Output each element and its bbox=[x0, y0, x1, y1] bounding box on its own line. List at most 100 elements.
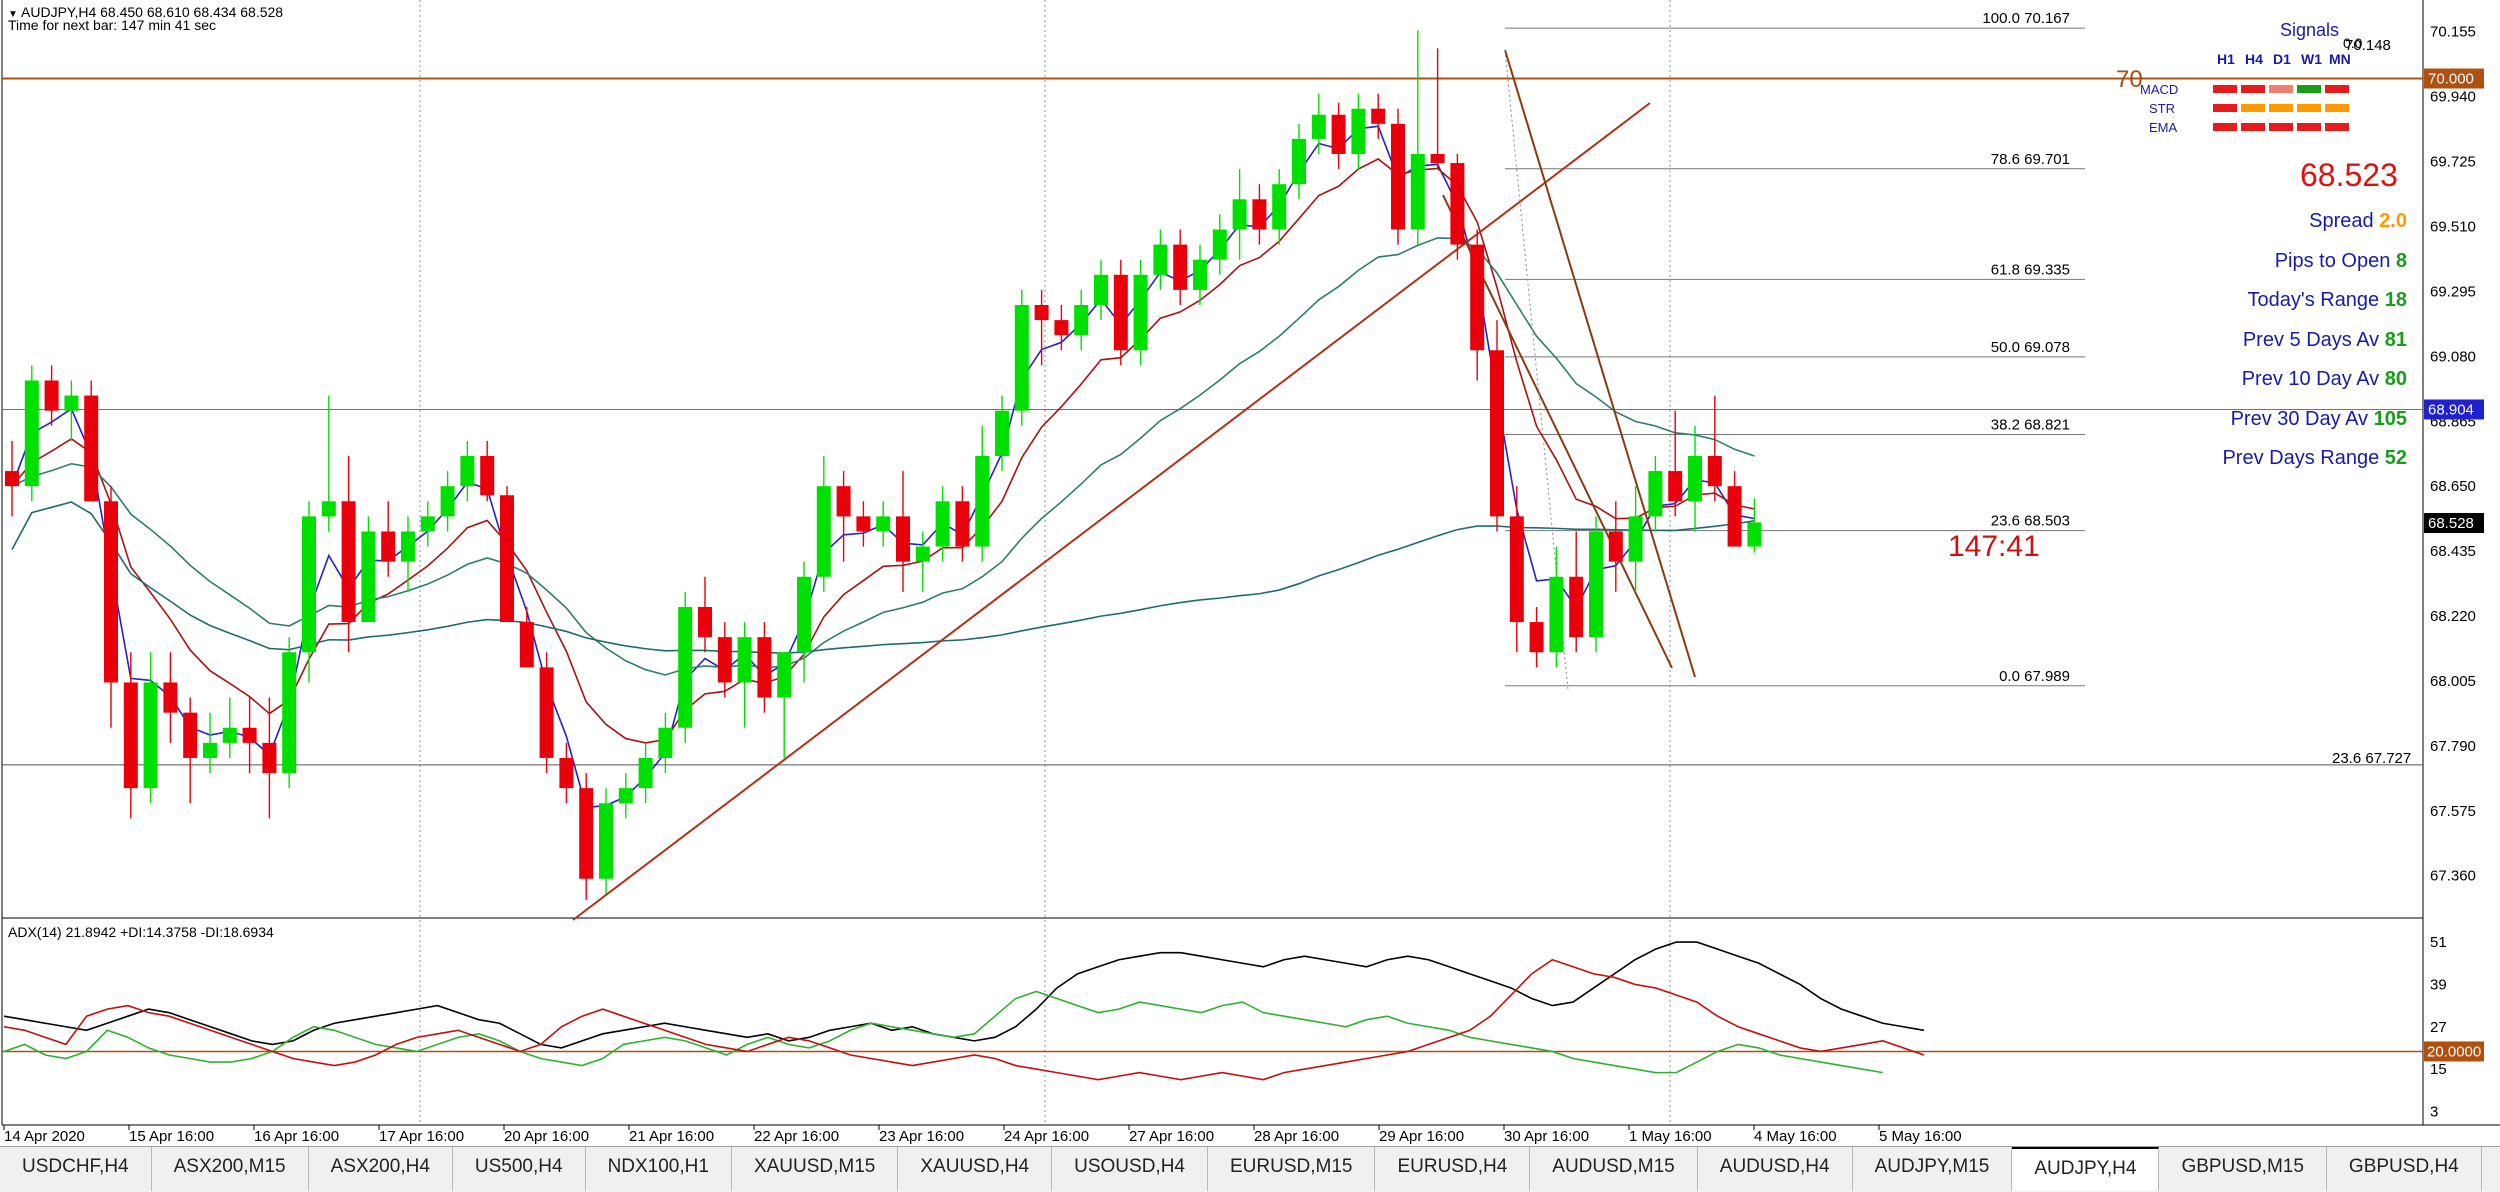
bar-timer-text: Time for next bar: 147 min 41 sec bbox=[8, 17, 217, 33]
tab-audusd-h4[interactable]: AUDUSD,H4 bbox=[1698, 1147, 1853, 1191]
fib-label-0.0: 0.0 67.989 bbox=[1999, 668, 2070, 685]
candle-body bbox=[737, 637, 752, 683]
signal-cell bbox=[2269, 123, 2293, 131]
y-tick-label: 68.650 bbox=[2430, 478, 2476, 495]
adx-tick-label: 51 bbox=[2430, 934, 2447, 951]
signals-tf-H1: H1 bbox=[2217, 51, 2235, 67]
signal-cell bbox=[2241, 85, 2265, 93]
tab-usdchf-h4[interactable]: USDCHF,H4 bbox=[0, 1147, 152, 1191]
candle-body bbox=[519, 622, 534, 668]
tab-eurusd-m15[interactable]: EURUSD,M15 bbox=[1208, 1147, 1376, 1191]
candle-body bbox=[1351, 108, 1366, 155]
x-tick-label: 4 May 16:00 bbox=[1754, 1128, 1837, 1145]
tab-gbpusd-m15[interactable]: GBPUSD,M15 bbox=[2159, 1147, 2327, 1191]
tab-xauusd-h4[interactable]: XAUUSD,H4 bbox=[898, 1147, 1053, 1191]
x-tick-label: 29 Apr 16:00 bbox=[1379, 1128, 1464, 1145]
tab-eurusd-h4[interactable]: EURUSD,H4 bbox=[1375, 1147, 1531, 1191]
signal-cell bbox=[2325, 104, 2349, 112]
bar-countdown: 147:41 bbox=[1948, 530, 2040, 563]
tab-nzdusd-m15[interactable]: NZDUSD,M15 bbox=[2482, 1147, 2500, 1191]
stat-row: Prev 10 Day Av 80 bbox=[2242, 368, 2407, 391]
candle-body bbox=[1628, 516, 1643, 562]
stat-label: Spread bbox=[2309, 210, 2380, 232]
candle-body bbox=[222, 727, 237, 743]
adx-line bbox=[3, 941, 1925, 1049]
tab-ndx100-h1[interactable]: NDX100,H1 bbox=[586, 1147, 732, 1191]
price-tag-68.528: 68.528 bbox=[2428, 515, 2474, 532]
tab-asx200-m15[interactable]: ASX200,M15 bbox=[152, 1147, 309, 1191]
candle-body bbox=[401, 531, 415, 562]
candle-body bbox=[1272, 184, 1287, 230]
stat-row: Pips to Open 8 bbox=[2275, 250, 2407, 273]
candle-body bbox=[698, 606, 712, 638]
di-minus-line bbox=[3, 958, 1925, 1081]
candle-body bbox=[995, 410, 1009, 456]
signals-row-label-EMA: EMA bbox=[2149, 120, 2178, 135]
x-tick-label: 14 Apr 2020 bbox=[4, 1128, 85, 1145]
candle-body bbox=[341, 501, 356, 623]
candle-body bbox=[1688, 455, 1702, 502]
stat-label: Pips to Open bbox=[2274, 249, 2396, 272]
candle-body bbox=[559, 757, 574, 789]
candle-body bbox=[1668, 471, 1683, 502]
stat-label: Prev 5 Days Av bbox=[2242, 328, 2385, 351]
candle-body bbox=[717, 637, 732, 683]
signals-row-label-MACD: MACD bbox=[2140, 82, 2179, 97]
candle-body bbox=[1589, 531, 1603, 638]
candle-body bbox=[1232, 199, 1247, 230]
signal-cell bbox=[2241, 104, 2265, 112]
candle-body bbox=[658, 727, 673, 758]
candle-body bbox=[777, 652, 792, 698]
signal-cell bbox=[2269, 85, 2293, 93]
candle-body bbox=[1391, 123, 1405, 230]
x-tick-label: 15 Apr 16:00 bbox=[129, 1128, 214, 1145]
candle-body bbox=[123, 682, 138, 789]
tab-audjpy-m15[interactable]: AUDJPY,M15 bbox=[1853, 1147, 2013, 1191]
candle-body bbox=[1311, 114, 1326, 139]
chart-symbol-info: ▼ AUDJPY,H4 68.450 68.610 68.434 68.528 bbox=[8, 4, 283, 20]
tab-gbpusd-h4[interactable]: GBPUSD,H4 bbox=[2327, 1147, 2482, 1191]
x-tick-label: 17 Apr 16:00 bbox=[379, 1128, 464, 1145]
candle-body bbox=[104, 501, 118, 683]
candle-body bbox=[302, 516, 316, 653]
chart-menu-arrow-icon[interactable]: ▼ bbox=[8, 9, 18, 20]
x-tick-label: 30 Apr 16:00 bbox=[1504, 1128, 1589, 1145]
candle-body bbox=[1133, 274, 1148, 351]
candle-body bbox=[5, 471, 19, 487]
symbol-ohlc-text: AUDJPY,H4 68.450 68.610 68.434 68.528 bbox=[21, 4, 284, 20]
fib-label-38.2: 38.2 68.821 bbox=[1991, 417, 2070, 434]
candle-body bbox=[1252, 199, 1267, 230]
adx-level-tag: 20.0000 bbox=[2427, 1043, 2481, 1060]
adx-level-tag-bg bbox=[2424, 1041, 2484, 1062]
tab-audjpy-h4[interactable]: AUDJPY,H4 bbox=[2012, 1147, 2160, 1191]
candle-body bbox=[361, 531, 376, 623]
candle-body bbox=[1529, 622, 1544, 653]
tab-audusd-m15[interactable]: AUDUSD,M15 bbox=[1530, 1147, 1698, 1191]
tab-asx200-h4[interactable]: ASX200,H4 bbox=[309, 1147, 453, 1191]
candle-body bbox=[1292, 138, 1306, 185]
stat-label: Prev 10 Day Av bbox=[2241, 368, 2385, 390]
y-tick-label: 68.220 bbox=[2430, 608, 2476, 625]
x-tick-label: 16 Apr 16:00 bbox=[254, 1128, 339, 1145]
tab-usousd-h4[interactable]: USOUSD,H4 bbox=[1052, 1147, 1208, 1191]
stat-label: Prev 30 Day Av bbox=[2230, 407, 2374, 430]
stat-value: 105 bbox=[2373, 407, 2407, 430]
price-tag-68.904: 68.904 bbox=[2428, 401, 2474, 418]
candle-body bbox=[935, 501, 950, 547]
x-tick-label: 27 Apr 16:00 bbox=[1129, 1128, 1214, 1145]
y-tick-label: 68.435 bbox=[2430, 543, 2476, 560]
signals-title: Signals bbox=[2280, 20, 2340, 40]
price-tag-70.148: 70.148 bbox=[2345, 37, 2391, 54]
tab-xauusd-m15[interactable]: XAUUSD,M15 bbox=[732, 1147, 899, 1191]
candle-body bbox=[64, 395, 79, 411]
stat-label: Today's Range bbox=[2247, 289, 2385, 311]
stat-label: Prev Days Range bbox=[2222, 447, 2385, 469]
adx-tick-label: 3 bbox=[2430, 1103, 2438, 1120]
price-chart[interactable]: 100.0 70.167 78.6 69.701 61.8 69.335 50.0 6… bbox=[0, 0, 2500, 1146]
fib-lower-label: 23.6 67.727 bbox=[2332, 750, 2412, 767]
tab-us500-h4[interactable]: US500,H4 bbox=[453, 1147, 586, 1191]
candle-body bbox=[678, 606, 693, 728]
stat-value: 80 bbox=[2384, 368, 2407, 390]
fib-label-61.8: 61.8 69.335 bbox=[1991, 261, 2070, 278]
signal-cell bbox=[2269, 104, 2293, 112]
